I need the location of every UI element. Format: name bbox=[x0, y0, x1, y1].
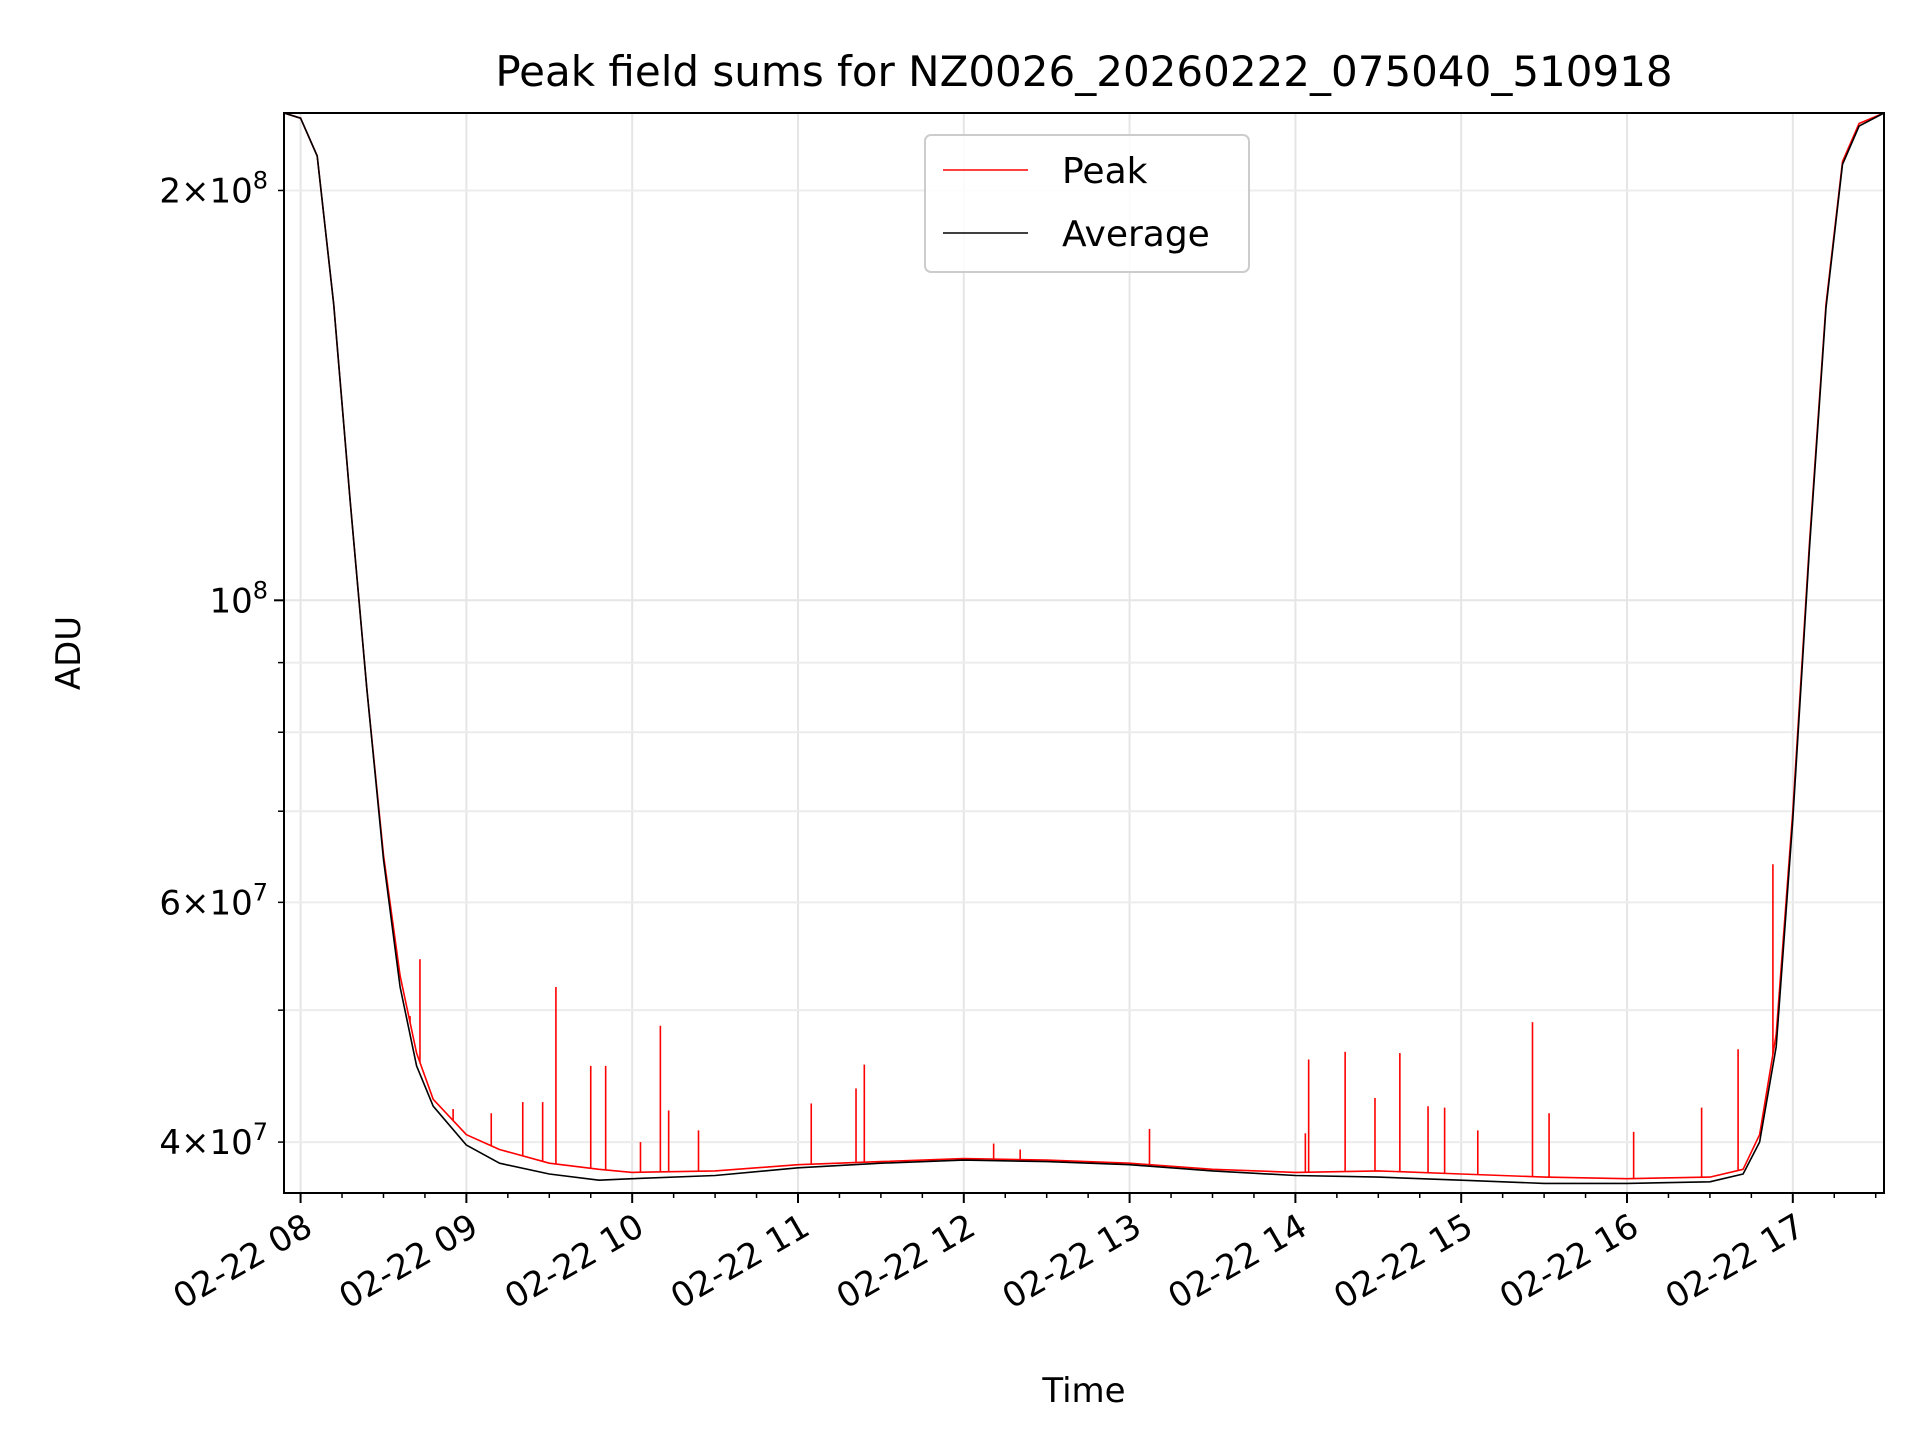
y-axis-label: ADU bbox=[49, 616, 89, 690]
legend: Peak Average bbox=[924, 134, 1250, 273]
chart-title: Peak field sums for NZ0026_20260222_0750… bbox=[495, 47, 1672, 96]
y-minor-tick-label: 2×108 bbox=[159, 166, 268, 211]
y-tick-label: 108 bbox=[209, 576, 268, 621]
x-axis-label: Time bbox=[1041, 1371, 1125, 1411]
series-line-average bbox=[283, 112, 1885, 1185]
y-minor-tick-label: 4×107 bbox=[159, 1118, 268, 1163]
plot-frame bbox=[283, 112, 1885, 1194]
series-layer bbox=[283, 112, 1885, 1185]
y-minor-tick-label: 6×107 bbox=[159, 878, 268, 923]
legend-label-average: Average bbox=[1062, 214, 1210, 255]
legend-label-peak: Peak bbox=[1062, 151, 1148, 192]
